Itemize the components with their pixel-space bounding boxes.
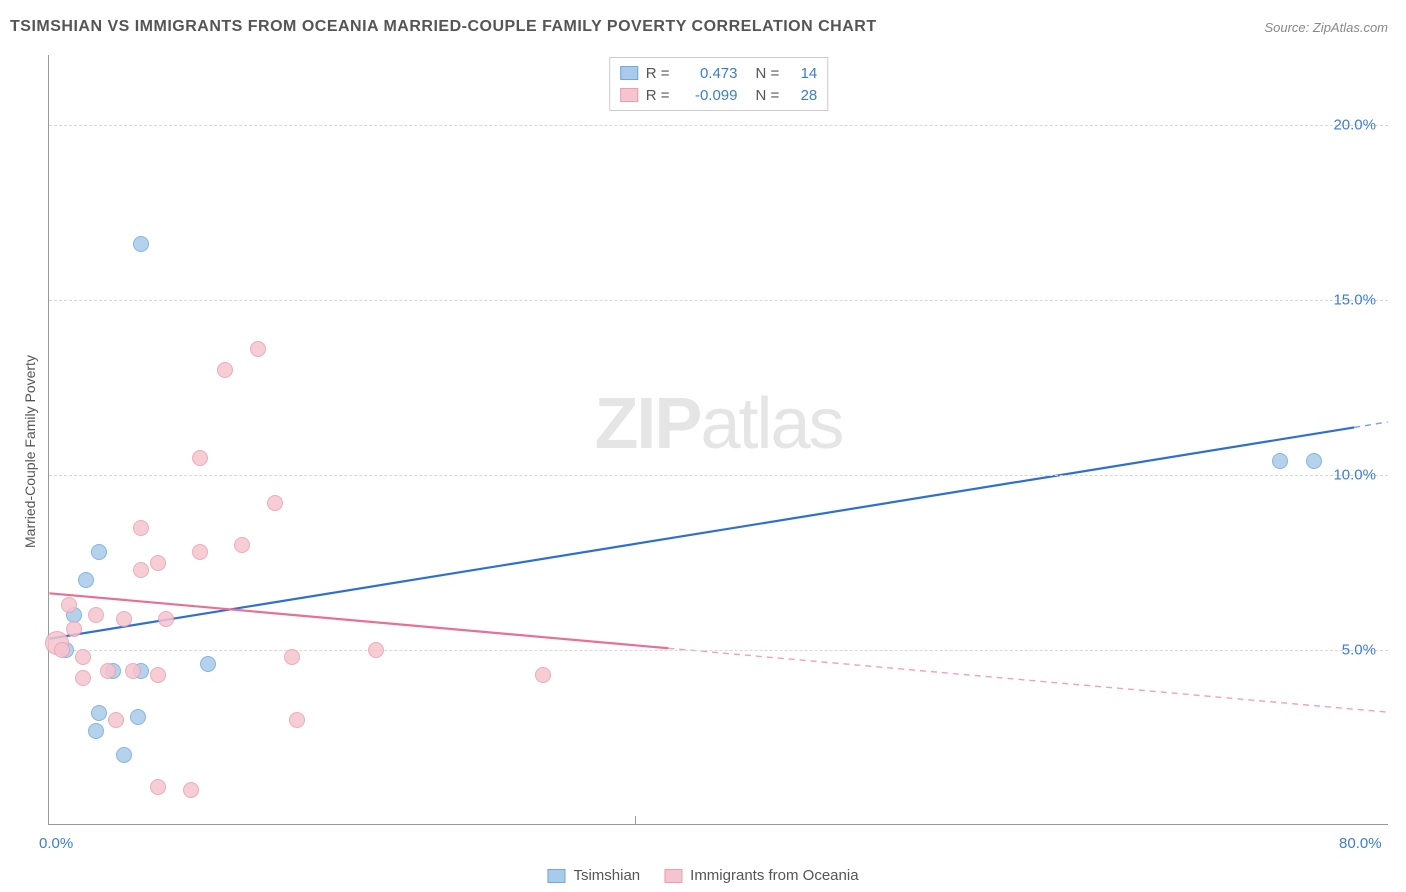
regression-line-solid [49, 427, 1354, 638]
x-tick-label: 0.0% [39, 835, 73, 852]
data-point [100, 663, 116, 679]
data-point [234, 537, 250, 553]
y-tick-label: 5.0% [1342, 642, 1376, 659]
data-point [192, 450, 208, 466]
regression-line-dashed [668, 648, 1387, 712]
chart-title: TSIMSHIAN VS IMMIGRANTS FROM OCEANIA MAR… [10, 18, 877, 36]
data-point [250, 341, 266, 357]
gridline [49, 475, 1388, 476]
data-point [368, 642, 384, 658]
regression-line-solid [49, 593, 668, 648]
data-point [108, 712, 124, 728]
data-point [66, 621, 82, 637]
gridline [49, 125, 1388, 126]
n-value: 28 [787, 87, 817, 104]
data-point [116, 747, 132, 763]
x-minor-tick [635, 816, 636, 824]
source-label: Source: ZipAtlas.com [1264, 20, 1388, 35]
data-point [133, 562, 149, 578]
regression-line-dashed [1354, 422, 1387, 427]
chart-container: TSIMSHIAN VS IMMIGRANTS FROM OCEANIA MAR… [0, 0, 1406, 892]
regression-lines-layer [49, 55, 1388, 824]
data-point [88, 607, 104, 623]
r-value: 0.473 [678, 65, 738, 82]
n-value: 14 [787, 65, 817, 82]
data-point [61, 597, 77, 613]
y-tick-label: 10.0% [1333, 467, 1376, 484]
legend-stats-row: R = -0.099 N = 28 [620, 84, 818, 106]
data-point [91, 705, 107, 721]
data-point [289, 712, 305, 728]
y-tick-label: 15.0% [1333, 292, 1376, 309]
data-point [150, 667, 166, 683]
data-point [133, 236, 149, 252]
data-point [1272, 453, 1288, 469]
gridline [49, 650, 1388, 651]
legend-swatch [620, 88, 638, 102]
data-point [91, 544, 107, 560]
n-label: N = [756, 87, 780, 104]
gridline [49, 300, 1388, 301]
y-axis-label: Married-Couple Family Poverty [22, 328, 38, 548]
legend-label: Immigrants from Oceania [690, 867, 858, 884]
legend-item: Immigrants from Oceania [664, 867, 858, 884]
data-point [54, 642, 70, 658]
data-point [88, 723, 104, 739]
data-point [133, 520, 149, 536]
n-label: N = [756, 65, 780, 82]
legend-swatch [664, 869, 682, 883]
data-point [158, 611, 174, 627]
legend-stats: R = 0.473 N = 14 R = -0.099 N = 28 [609, 57, 829, 111]
data-point [192, 544, 208, 560]
watermark: ZIPatlas [594, 383, 842, 465]
legend-bottom: Tsimshian Immigrants from Oceania [547, 867, 858, 884]
data-point [267, 495, 283, 511]
y-tick-label: 20.0% [1333, 117, 1376, 134]
legend-swatch [547, 869, 565, 883]
data-point [150, 779, 166, 795]
r-label: R = [646, 87, 670, 104]
r-label: R = [646, 65, 670, 82]
plot-area: ZIPatlas R = 0.473 N = 14 R = -0.099 N = 28 5.0… [48, 55, 1388, 825]
data-point [125, 663, 141, 679]
data-point [78, 572, 94, 588]
legend-stats-row: R = 0.473 N = 14 [620, 62, 818, 84]
data-point [1306, 453, 1322, 469]
data-point [535, 667, 551, 683]
legend-label: Tsimshian [573, 867, 640, 884]
data-point [130, 709, 146, 725]
data-point [200, 656, 216, 672]
legend-item: Tsimshian [547, 867, 640, 884]
data-point [116, 611, 132, 627]
legend-swatch [620, 66, 638, 80]
data-point [75, 649, 91, 665]
data-point [183, 782, 199, 798]
r-value: -0.099 [678, 87, 738, 104]
data-point [217, 362, 233, 378]
data-point [75, 670, 91, 686]
x-tick-label: 80.0% [1339, 835, 1382, 852]
data-point [284, 649, 300, 665]
data-point [150, 555, 166, 571]
